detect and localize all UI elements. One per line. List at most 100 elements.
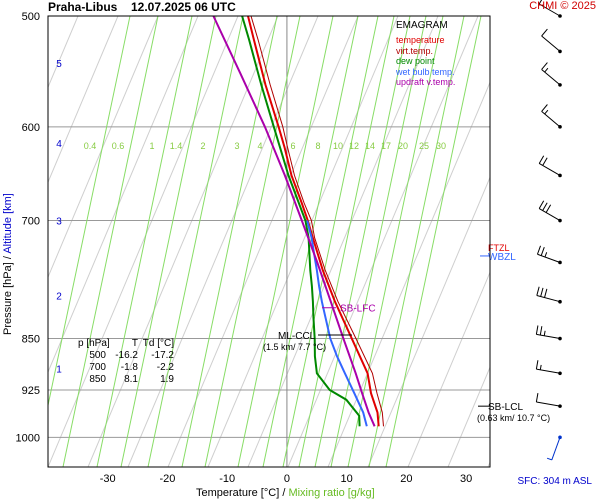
dry-adiabat	[528, 16, 600, 467]
wind-barb-staff	[538, 3, 561, 17]
wind-barb-dot	[558, 299, 562, 304]
series-updraft-v-temp	[212, 16, 376, 427]
legend-item-temperature: temperature	[396, 35, 445, 45]
grid-layer	[48, 16, 600, 467]
wind-barb	[541, 104, 562, 129]
mixing-ratio-label: 3	[234, 141, 239, 151]
table-header-t: T	[131, 338, 138, 349]
wind-barb-half-flag	[539, 364, 542, 370]
wind-barb-staff	[541, 35, 561, 52]
mixing-ratio-label: 25	[419, 141, 429, 151]
wind-barb-flag	[542, 157, 548, 166]
y-tick-label: 700	[22, 216, 40, 228]
wind-barb-staff	[538, 163, 561, 176]
mixing-ratio-label: 17	[381, 141, 391, 151]
wind-barb-dot	[558, 173, 562, 178]
sounding-table: p [hPa] T Td [°C] 500 -16.2 -17.2 700 -1…	[78, 338, 174, 386]
mixing-ratio-label: 6	[290, 141, 295, 151]
dry-adiabat	[367, 176, 490, 467]
wind-barb-dot	[558, 125, 562, 129]
dry-adiabat	[287, 16, 479, 467]
mixing-ratio-line	[385, 16, 482, 467]
plot-frame	[47, 15, 491, 468]
x-axis-label-sep: /	[282, 487, 288, 499]
wind-barb-flag	[545, 204, 552, 213]
wind-barbs-layer	[535, 0, 562, 461]
wind-barb-flag	[535, 325, 539, 335]
wind-barb-flag	[539, 326, 543, 336]
table-header-td: Td [°C]	[142, 338, 174, 349]
x-axis-label: Temperature [°C] / Mixing ratio [g/kg]	[196, 487, 375, 499]
table-cell: -16.2	[115, 350, 138, 361]
wind-barb	[546, 435, 562, 461]
wind-barb-half-flag	[544, 67, 549, 73]
x-tick-label: 30	[460, 473, 472, 485]
legend-item-updraft: updraft v.temp.	[396, 77, 456, 87]
mixing-ratio-line	[314, 16, 411, 467]
series-layer	[212, 16, 384, 427]
series-virt-temp	[250, 16, 384, 427]
sb-lcl-label: SB-LCL	[488, 402, 523, 413]
sb-lfc-label: SB-LFC	[340, 304, 376, 315]
sb-lcl-detail: (0.63 km/ 10.7 °C)	[477, 413, 550, 423]
wind-barb-dot	[558, 404, 562, 408]
table-row: 850 8.1 1.9	[78, 374, 174, 386]
y-axis-label-altitude: Altitude [km]	[2, 193, 14, 254]
dry-adiabat	[407, 271, 490, 467]
mixing-ratio-line	[181, 16, 278, 467]
mixing-ratio-label: 1	[149, 141, 154, 151]
dry-adiabat	[327, 81, 490, 467]
wind-barb-half-flag	[544, 109, 549, 115]
wind-barb-flag	[536, 286, 540, 296]
wind-barb-staff	[536, 401, 561, 407]
wind-barb	[536, 245, 562, 265]
wind-barb-flag	[540, 287, 544, 297]
mixing-ratio-line	[282, 16, 379, 467]
table-cell: 1.9	[160, 374, 174, 385]
mixing-ratio-line	[298, 16, 395, 467]
mixing-ratio-label: 14	[365, 141, 375, 151]
mixing-ratio-line	[96, 16, 193, 467]
dry-adiabat	[48, 16, 239, 467]
altitude-tick-label: 1	[56, 365, 62, 376]
table-cell: 700	[89, 362, 106, 373]
wind-barb-flag	[542, 202, 548, 211]
copyright: CHMI © 2025	[529, 0, 596, 12]
wind-barb-flag	[535, 360, 539, 370]
wind-barb-flag	[541, 62, 548, 70]
wbzl-label: WBZL	[488, 252, 516, 263]
ml-ccl-label: ML-CCL	[278, 331, 316, 342]
series-temperature	[247, 16, 380, 427]
dry-adiabat	[48, 16, 159, 279]
wind-barb-flag	[540, 247, 545, 256]
wind-barb	[538, 200, 562, 223]
altitude-tick-label: 2	[56, 292, 62, 303]
wind-barb-dot	[558, 49, 562, 54]
wind-barb-flag	[536, 245, 541, 255]
table-row: 500 -16.2 -17.2	[78, 350, 174, 362]
table-row: 700 -1.8 -2.2	[78, 362, 174, 374]
mixing-ratio-label: 4	[257, 141, 262, 151]
table-cell: 850	[89, 374, 106, 385]
table-cell: -1.8	[120, 362, 138, 373]
mixing-ratio-label: 10	[333, 141, 343, 151]
datetime-title: 12.07.2025 06 UTC	[131, 0, 236, 14]
wind-barb-staff	[551, 437, 561, 461]
legend-title: EMAGRAM	[396, 20, 448, 31]
wind-barb-flag	[541, 28, 548, 37]
altitude-tick-label: 3	[56, 217, 62, 228]
station-title: Praha-Libus	[48, 0, 118, 14]
mixing-ratio-line	[48, 16, 131, 408]
wind-barb-dot	[558, 435, 562, 440]
x-tick-label: -30	[100, 473, 116, 485]
mixing-ratio-label: 20	[398, 141, 408, 151]
wind-barb-half-flag	[544, 252, 548, 258]
mixing-ratio-label: 8	[315, 141, 320, 151]
wind-barb-flag	[541, 104, 548, 112]
mixing-ratio-layer: 0.4 0.6 1 1.4 2 3 4 6 8 10 12 14 17 20 25 30	[48, 16, 482, 467]
annotations-layer: SB-LFC ML-CCL(1.5 km/ 7.7 °C) SB-LCL(0.63 …	[263, 243, 550, 423]
y-tick-label: 850	[22, 334, 40, 346]
y-tick-label: 600	[22, 122, 40, 134]
mixing-ratio-line	[147, 16, 244, 467]
wind-barb-staff	[537, 253, 561, 263]
